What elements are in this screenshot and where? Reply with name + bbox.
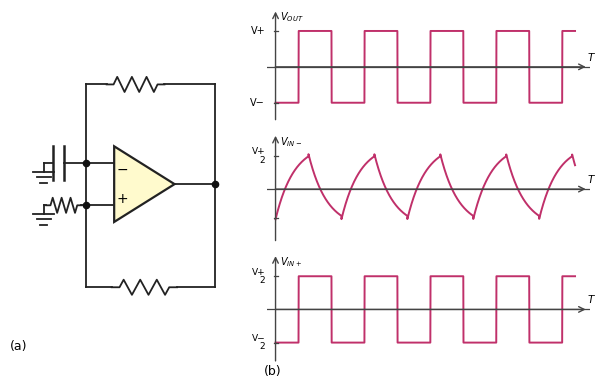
Polygon shape [114, 146, 174, 222]
Point [81, 202, 91, 208]
Text: T: T [588, 175, 594, 185]
Text: (a): (a) [10, 340, 28, 353]
Text: V−: V− [250, 98, 265, 108]
Text: $V_{IN-}$: $V_{IN-}$ [280, 135, 302, 149]
Text: −: − [116, 163, 128, 177]
Text: V+
2: V+ 2 [252, 147, 265, 165]
Text: $V_{IN+}$: $V_{IN+}$ [280, 255, 302, 269]
Text: T: T [588, 295, 594, 305]
Text: T: T [588, 53, 594, 63]
Text: $V_{OUT}$: $V_{OUT}$ [280, 10, 304, 24]
Text: V−
2: V− 2 [252, 334, 265, 351]
Point [81, 160, 91, 166]
Text: V+
2: V+ 2 [252, 268, 265, 285]
Text: (b): (b) [264, 365, 281, 378]
Text: +: + [116, 191, 128, 206]
Point [210, 181, 220, 187]
Text: V+: V+ [250, 26, 265, 36]
